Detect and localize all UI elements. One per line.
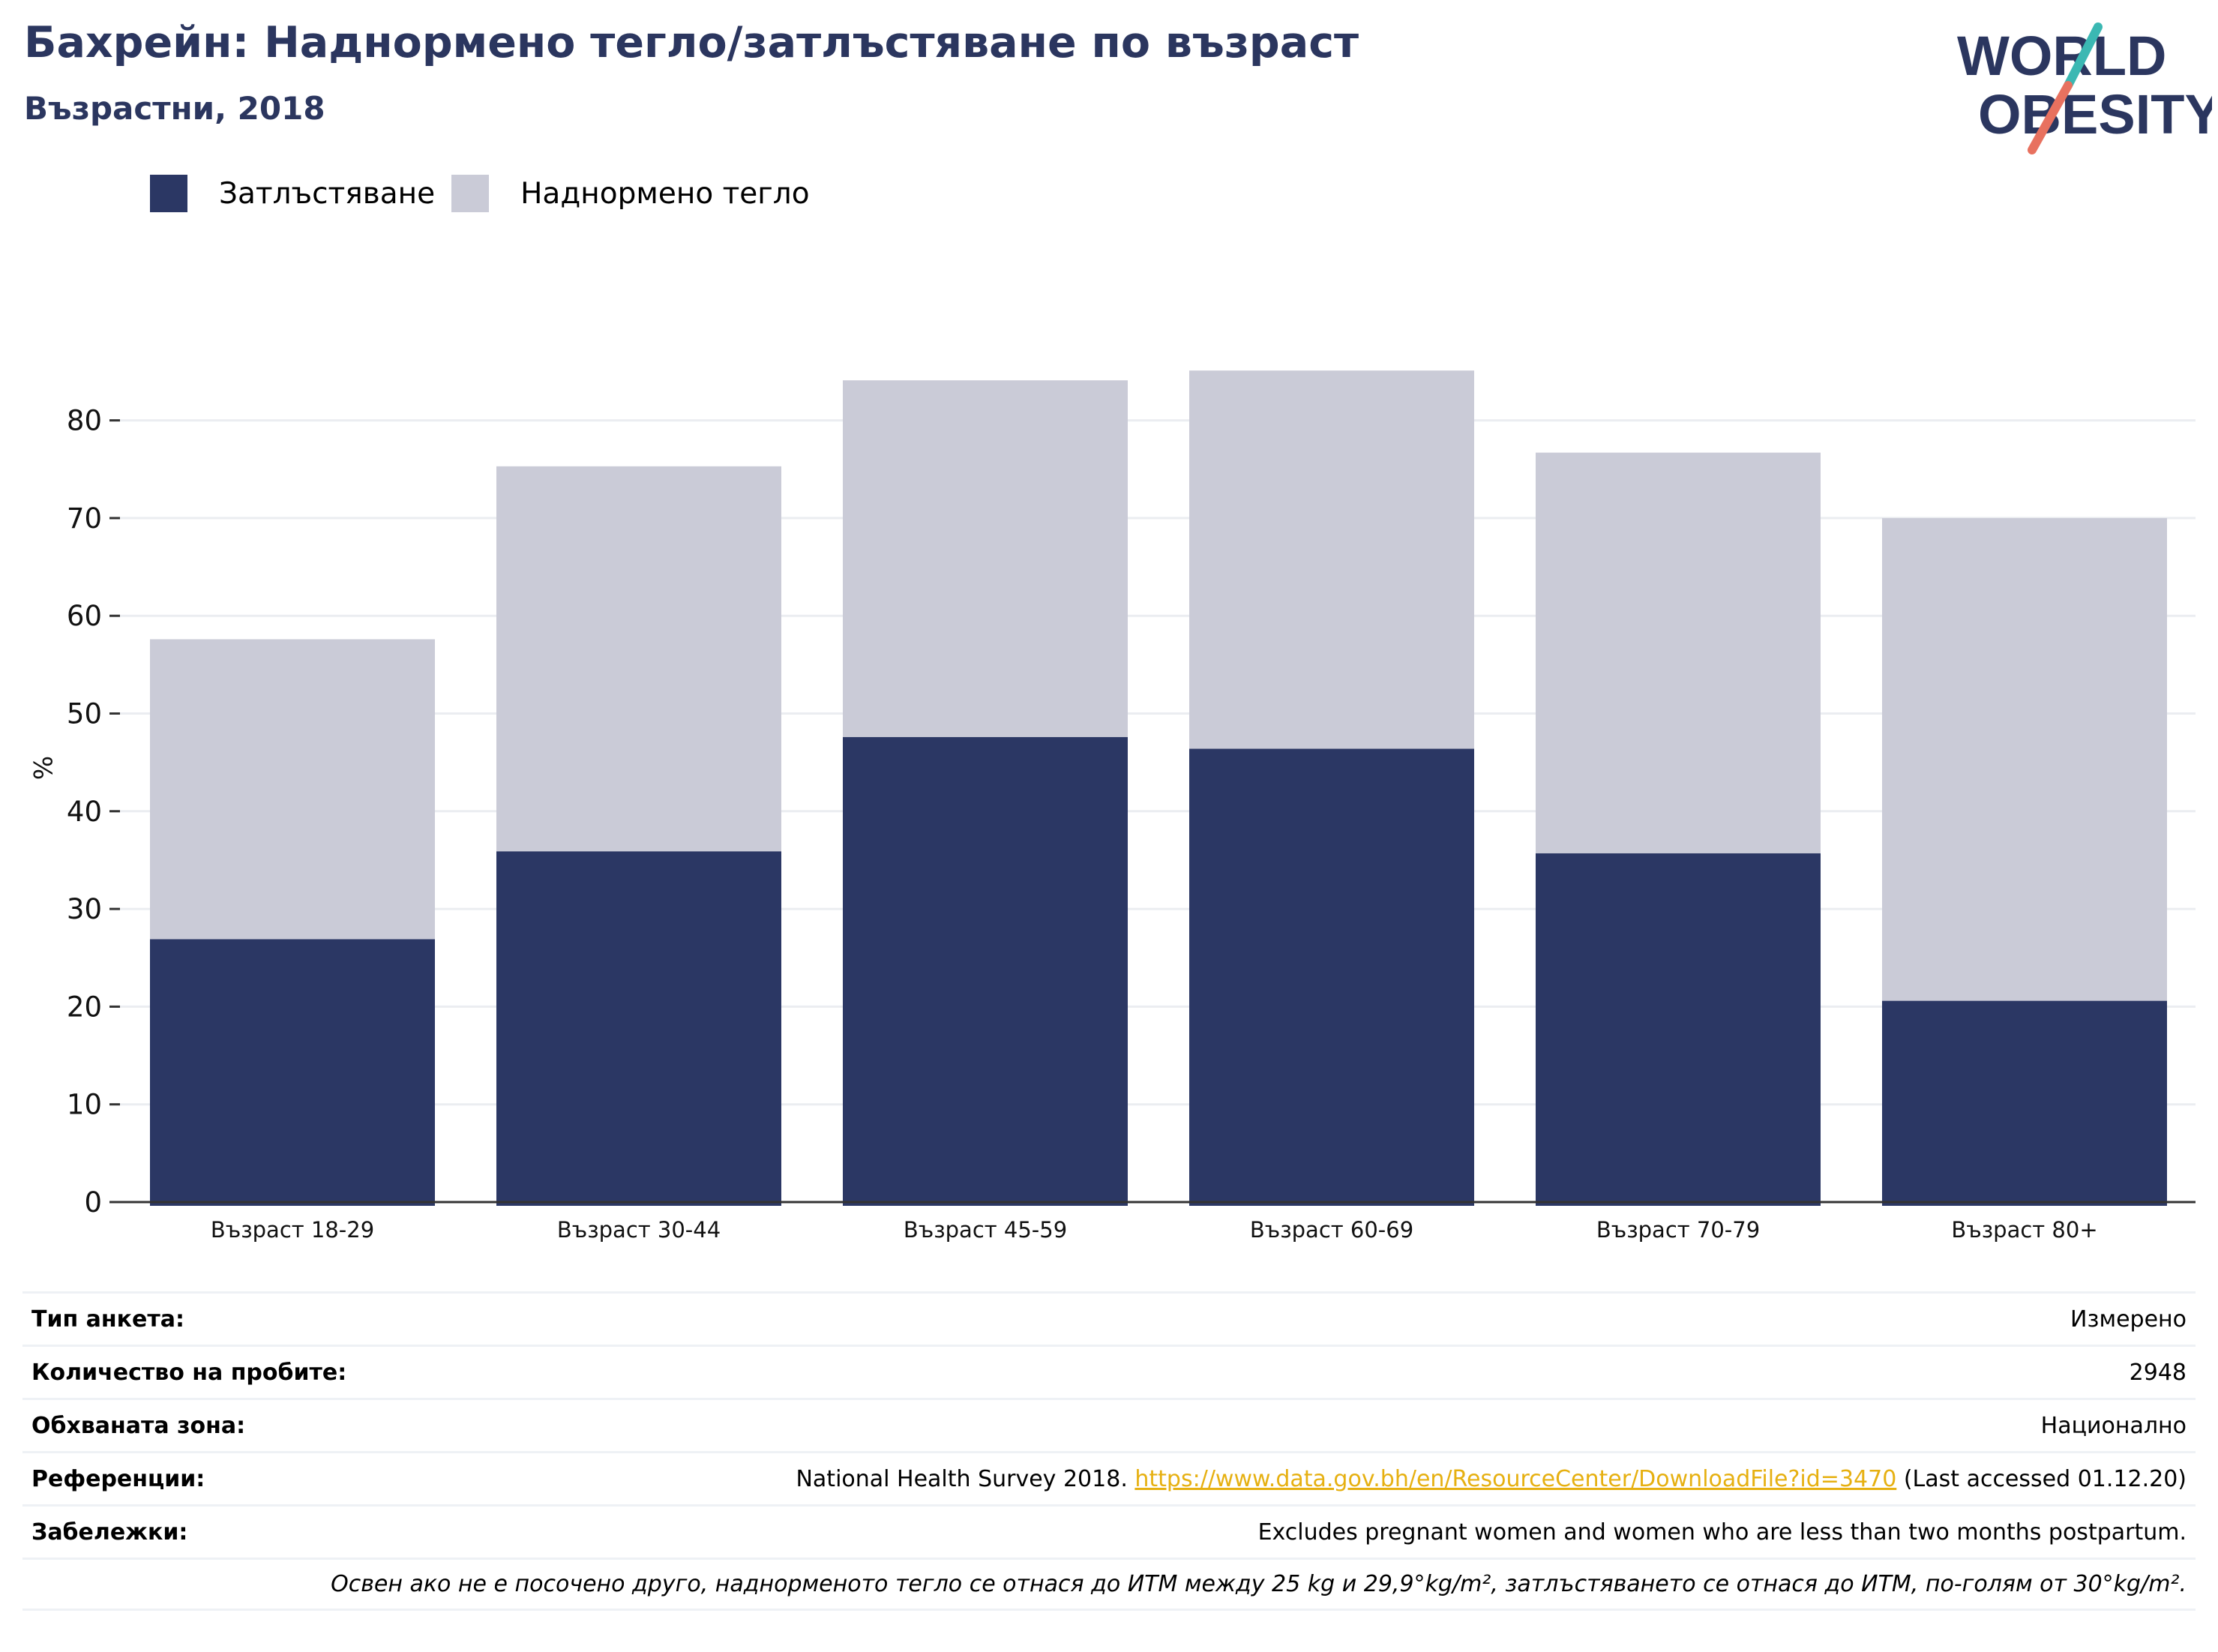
meta-label: Количество на пробите: <box>31 1359 347 1386</box>
y-tick-label: 80 <box>67 405 102 437</box>
y-axis-label: % <box>29 756 59 780</box>
meta-row: Забележки: Excludes pregnant women and wo… <box>22 1504 2196 1558</box>
legend-label-overweight: Наднормено тегло <box>520 176 810 211</box>
y-tick-label: 30 <box>67 893 102 925</box>
meta-value: Измерено <box>2070 1306 2187 1333</box>
y-axis-ticks: 0 10 20 30 40 50 60 70 80 <box>67 405 120 1219</box>
legend-label-obesity: Затлъстяване <box>219 176 436 211</box>
logo-slash-teal <box>2064 22 2103 90</box>
reference-accessed: (Last accessed 01.12.20) <box>1896 1465 2187 1492</box>
x-axis-ticks: Възраст 18-29 Възраст 30-44 Възраст 45-59 В… <box>211 1217 2098 1243</box>
x-tick-label: Възраст 70-79 <box>1596 1217 1760 1243</box>
bar-obesity-5[interactable] <box>1882 1000 2167 1206</box>
bar-overweight-3[interactable] <box>1189 370 1474 749</box>
bar-overweight-2[interactable] <box>843 380 1128 737</box>
x-tick-label: Възраст 30-44 <box>557 1217 721 1243</box>
meta-value: Национално <box>2040 1412 2187 1439</box>
bar-overweight-4[interactable] <box>1536 452 1821 853</box>
chart-subtitle: Възрастни, 2018 <box>24 90 325 127</box>
legend-swatch-obesity <box>150 175 187 212</box>
logo-slash-coral <box>2028 81 2073 154</box>
meta-label: Референции: <box>31 1465 205 1492</box>
bar-obesity-0[interactable] <box>150 939 435 1206</box>
bar-overweight-5[interactable] <box>1882 517 2167 1001</box>
bar-overweight-0[interactable] <box>150 639 435 940</box>
bars <box>150 370 2167 1206</box>
meta-label: Забележки: <box>31 1519 188 1546</box>
y-tick-label: 10 <box>67 1089 102 1121</box>
logo-text-world: WORLD <box>1957 25 2167 87</box>
meta-label: Обхваната зона: <box>31 1412 246 1439</box>
y-tick-label: 20 <box>67 991 102 1023</box>
world-obesity-logo: WORLD OBESITY <box>1957 22 2212 154</box>
y-tick-label: 50 <box>67 698 102 730</box>
legend-item-obesity[interactable]: Затлъстяване <box>150 175 435 212</box>
legend-swatch-overweight <box>451 175 490 212</box>
chart-title: Бахрейн: Наднормено тегло/затлъстяване п… <box>24 18 1359 67</box>
bar-obesity-2[interactable] <box>843 736 1128 1206</box>
x-tick-label: Възраст 80+ <box>1951 1217 2097 1243</box>
y-tick-label: 70 <box>67 502 102 535</box>
x-tick-label: Възраст 60-69 <box>1250 1217 1413 1243</box>
reference-text: National Health Survey 2018. <box>796 1465 1135 1492</box>
y-tick-label: 60 <box>67 600 102 632</box>
meta-value: National Health Survey 2018. https://www… <box>796 1466 2187 1492</box>
logo-text-obesity: OBESITY <box>1978 83 2212 145</box>
gridlines <box>120 419 2196 1106</box>
meta-footnote-row: Освен ако не е посочено друго, наднормен… <box>22 1558 2196 1611</box>
meta-row: Обхваната зона: Национално <box>22 1398 2196 1451</box>
bar-overweight-1[interactable] <box>496 466 781 852</box>
meta-label: Тип анкета: <box>31 1306 184 1333</box>
bar-obesity-3[interactable] <box>1189 748 1474 1206</box>
reference-link[interactable]: https://www.data.gov.bh/en/ResourceCente… <box>1134 1465 1897 1492</box>
legend-item-overweight[interactable]: Наднормено тегло <box>451 175 810 212</box>
y-tick-label: 40 <box>67 796 102 828</box>
meta-value: 2948 <box>2129 1359 2187 1386</box>
bar-obesity-4[interactable] <box>1536 853 1821 1206</box>
footnote: Освен ако не е посочено друго, наднормен… <box>331 1571 2187 1597</box>
meta-row: Количество на пробите: 2948 <box>22 1345 2196 1398</box>
metadata-table: Тип анкета: Измерено Количество на пробите… <box>22 1291 2196 1611</box>
bar-obesity-1[interactable] <box>496 851 781 1206</box>
x-tick-label: Възраст 45-59 <box>904 1217 1067 1243</box>
y-tick-label: 0 <box>84 1186 102 1219</box>
meta-value: Excludes pregnant women and women who ar… <box>1257 1519 2187 1546</box>
legend: Затлъстяване Наднормено тегло <box>150 174 826 213</box>
x-tick-label: Възраст 18-29 <box>211 1217 374 1243</box>
meta-row: Референции: National Health Survey 2018. … <box>22 1451 2196 1504</box>
stacked-bar-chart: 0 10 20 30 40 50 60 70 80 Възраст 18-29 Възраст 3… <box>29 370 2196 1243</box>
meta-row: Тип анкета: Измерено <box>22 1291 2196 1345</box>
